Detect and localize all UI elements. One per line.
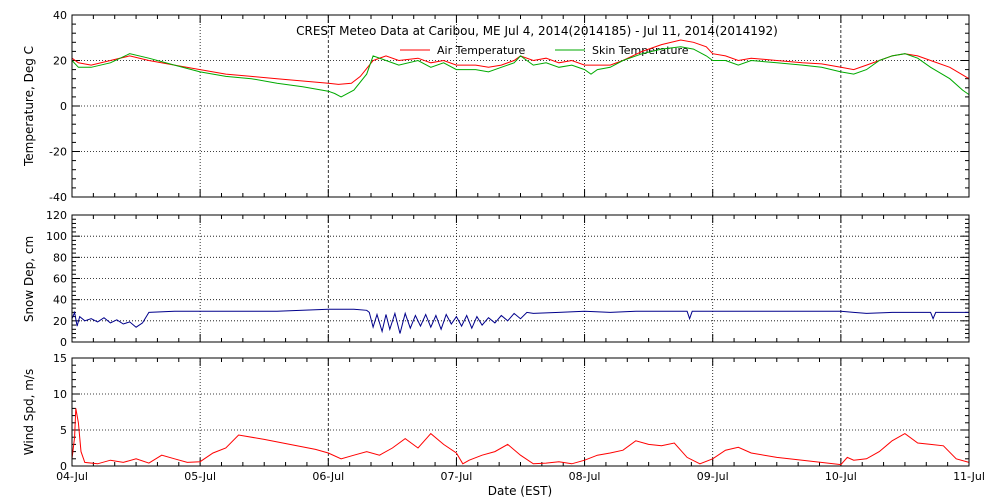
panel-wind-speed: 0 5 10 15 04-Jul 05-Jul 06-Jul 07-Jul 08-Jul 09-J…	[53, 352, 985, 483]
legend: Air Temperature Skin Temperature	[400, 44, 689, 57]
y-axis-label-wind-speed: Wind Spd, m/s	[22, 369, 36, 455]
y-tick-label-temperature: -40	[49, 191, 67, 204]
x-tick-label: 07-Jul	[440, 470, 472, 483]
y-tick-label-snow-depth: 20	[53, 315, 67, 328]
x-tick-label: 08-Jul	[569, 470, 601, 483]
y-tick-label-snow-depth: 0	[60, 336, 67, 349]
series-line-temperature-0	[71, 39, 970, 85]
plot-frame-snow-depth	[71, 214, 970, 343]
y-tick-label-temperature: 20	[53, 55, 67, 68]
series-line-snow-depth-0	[71, 308, 969, 334]
x-tick-label: 06-Jul	[312, 470, 344, 483]
series-line-temperature-1	[71, 46, 970, 98]
panel-snow-depth: 0 20 40 60 80 100 120	[46, 209, 970, 349]
x-tick-label: 05-Jul	[184, 470, 216, 483]
panel-temperature: -40 -20 0 20 40	[49, 9, 970, 204]
x-axis-label: Date (EST)	[488, 484, 552, 498]
y-tick-label-wind-speed: 0	[60, 460, 67, 473]
y-tick-label-snow-depth: 40	[53, 294, 67, 307]
legend-air-label: Air Temperature	[437, 44, 526, 57]
x-tick-label: 09-Jul	[697, 470, 729, 483]
y-axis-label-snow-depth: Snow Dep, cm	[22, 236, 36, 322]
y-tick-label-temperature: -20	[49, 146, 67, 159]
series-line-wind-speed-0	[71, 408, 970, 466]
plot-frame-temperature	[71, 14, 970, 198]
y-tick-label-wind-speed: 15	[53, 352, 67, 365]
y-tick-label-snow-depth: 80	[53, 251, 67, 264]
y-tick-label-snow-depth: 60	[53, 273, 67, 286]
legend-skin-label: Skin Temperature	[592, 44, 689, 57]
y-tick-label-temperature: 0	[60, 100, 67, 113]
y-tick-label-snow-depth: 100	[46, 230, 67, 243]
y-tick-label-snow-depth: 120	[46, 209, 67, 222]
y-tick-label-wind-speed: 10	[53, 388, 67, 401]
y-tick-label-temperature: 40	[53, 9, 67, 22]
y-axis-label-temperature: Temperature, Deg C	[22, 46, 36, 167]
plot-frame-wind-speed	[71, 357, 970, 467]
chart-title: CREST Meteo Data at Caribou, ME Jul 4, 2…	[296, 24, 778, 38]
x-tick-label: 10-Jul	[825, 470, 857, 483]
y-tick-label-wind-speed: 5	[60, 424, 67, 437]
x-tick-label: 11-Jul	[953, 470, 985, 483]
x-tick-label: 04-Jul	[56, 470, 88, 483]
